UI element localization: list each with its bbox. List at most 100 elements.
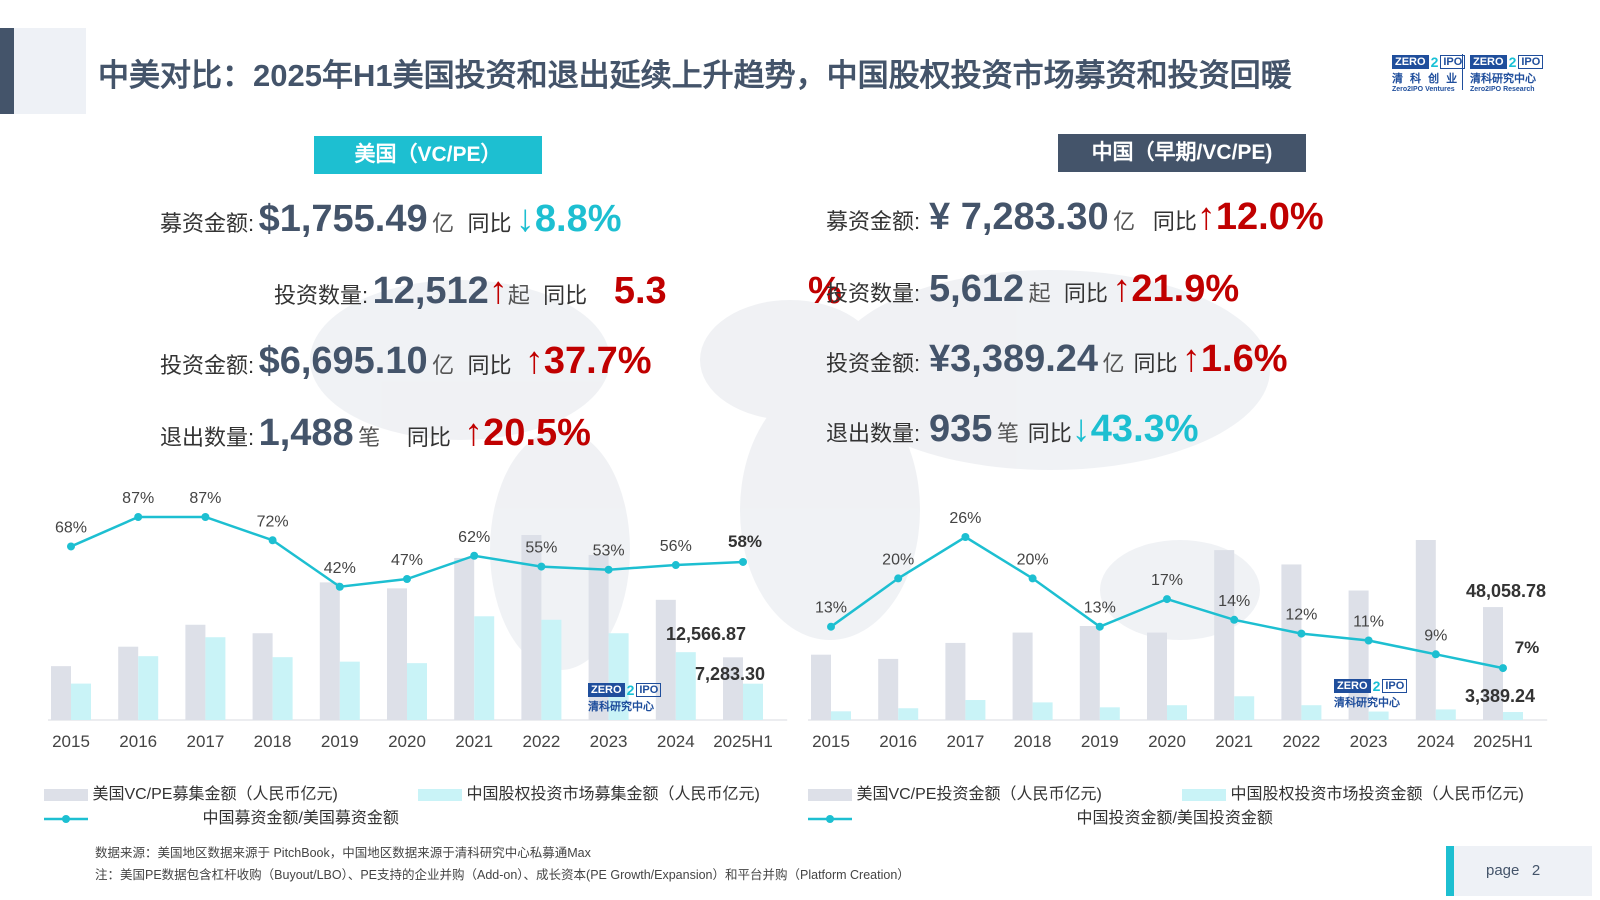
legend-right-line: 中国投资金额/美国投资金额 <box>808 804 1273 828</box>
x-tick-label: 2021 <box>1215 732 1253 751</box>
legend-line-icon <box>44 814 88 823</box>
bar-cn <box>743 683 763 720</box>
bar-us <box>118 646 139 720</box>
bar-cn <box>1234 696 1255 720</box>
x-tick-label: 2015 <box>52 732 90 751</box>
bar-cn <box>1301 705 1322 720</box>
bar-cn <box>1368 711 1389 720</box>
us-investment-amount-value: $6,695.10 <box>258 340 428 382</box>
up-arrow-icon: ↑ <box>1196 196 1216 238</box>
cn-fundraising-row: 募资金额: ¥ 7,283.30 亿 同比↑12.0% <box>826 196 1324 238</box>
bar-us <box>1415 540 1436 720</box>
down-arrow-icon: ↓ <box>515 198 535 240</box>
bar-us <box>252 633 273 720</box>
us-deal-count-value: 12,512 <box>372 270 489 312</box>
bar-us <box>185 624 206 720</box>
chart-watermark-logo: ZERO 2 IPO 清科研究中心 <box>1334 678 1408 710</box>
zero2ipo-research-logo: ZERO 2 IPO 清科研究中心 Zero2IPO Research <box>1470 54 1544 93</box>
zero2ipo-ventures-logo: ZERO 2 IPO 清 科 创 业 Zero2IPO Ventures <box>1392 54 1466 93</box>
us-exit-count-value: 1,488 <box>258 412 354 454</box>
bar-cn <box>71 683 91 720</box>
data-label-us: 12,566.87 <box>666 624 746 644</box>
ratio-point <box>134 513 143 521</box>
methodology-note: 注：美国PE数据包含杠杆收购（Buyout/LBO）、PE支持的企业并购（Add… <box>95 868 910 882</box>
ratio-label: 55% <box>525 540 557 557</box>
bar-us <box>811 654 831 720</box>
up-arrow-icon: ↑ <box>464 412 484 454</box>
legend-left-gray: 美国VC/PE募集金额（人民币亿元) <box>44 780 338 804</box>
x-tick-label: 2015 <box>812 732 850 751</box>
legend-line-icon <box>808 814 852 823</box>
x-tick-label: 2020 <box>388 732 426 751</box>
up-arrow-icon: ↑ <box>488 270 508 312</box>
legend-swatch-cyan <box>1182 788 1226 801</box>
ratio-point <box>1431 650 1440 659</box>
x-tick-label: 2022 <box>522 732 560 751</box>
ratio-label: 14% <box>1218 593 1250 610</box>
x-tick-label: 2025H1 <box>1473 732 1533 751</box>
bar-cn <box>1032 702 1053 720</box>
chart-watermark-logo: ZERO 2 IPO 清科研究中心 <box>588 682 662 714</box>
x-tick-label: 2021 <box>455 732 493 751</box>
x-tick-label: 2019 <box>321 732 359 751</box>
us-region-tag: 美国（VC/PE） <box>314 136 542 174</box>
data-label-cn: 7,283.30 <box>695 664 765 684</box>
x-tick-label: 2020 <box>1148 732 1186 751</box>
title-accent-bar <box>0 28 14 114</box>
bar-cn <box>898 708 919 720</box>
us-fundraising-row: 募资金额: $1,755.49 亿 同比 ↓8.8% <box>160 198 622 240</box>
up-arrow-icon: ↑ <box>524 340 544 382</box>
us-fundraising-value: $1,755.49 <box>258 198 428 240</box>
cn-investment-amount-value: ¥3,389.24 <box>929 338 1099 380</box>
bar-cn <box>831 711 851 720</box>
bar-us <box>945 642 966 720</box>
ratio-point <box>201 513 210 521</box>
legend-left-cyan: 中国股权投资市场募集金额（人民币亿元) <box>418 780 760 804</box>
ratio-label: 56% <box>660 538 692 555</box>
ratio-point <box>1163 595 1171 604</box>
ratio-label: 72% <box>257 513 289 530</box>
bar-us <box>319 582 340 720</box>
ratio-point <box>403 575 411 583</box>
ratio-label: 20% <box>1017 551 1049 568</box>
down-arrow-icon: ↓ <box>1071 408 1091 450</box>
us-deal-count-yoy-percent-sign: % <box>808 270 842 312</box>
ratio-label: 20% <box>882 551 914 568</box>
ratio-point <box>1499 664 1507 673</box>
page-number: page 2 <box>1486 862 1541 879</box>
us-exit-count-row: 退出数量: 1,488 笔 同比 ↑20.5% <box>160 412 591 454</box>
us-exit-count-yoy: 20.5% <box>483 412 591 454</box>
bar-cn <box>138 656 159 720</box>
bar-us <box>521 535 542 720</box>
bar-cn <box>272 657 293 720</box>
bar-us <box>1483 607 1503 720</box>
ratio-label: 68% <box>55 519 87 536</box>
x-tick-label: 2019 <box>1081 732 1119 751</box>
ratio-label: 12% <box>1285 607 1317 624</box>
page-number-accent <box>1446 846 1454 896</box>
legend-left-line: 中国募资金额/美国募资金额 <box>44 804 399 828</box>
x-tick-label: 2023 <box>590 732 628 751</box>
bar-cn <box>1167 705 1187 720</box>
bar-cn <box>1099 707 1120 720</box>
bar-cn <box>339 661 360 720</box>
ratio-point <box>268 536 277 545</box>
ratio-label: 53% <box>593 543 625 560</box>
legend-swatch-gray <box>808 788 852 801</box>
bar-cn <box>608 633 629 720</box>
title-accent-box <box>14 28 86 114</box>
china-region-tag: 中国（早期/VC/PE) <box>1058 134 1306 172</box>
ratio-label: 42% <box>324 560 356 577</box>
cn-deal-count-value: 5,612 <box>929 268 1025 310</box>
cn-deal-count-yoy: 21.9% <box>1131 268 1240 310</box>
bar-cn <box>675 652 696 720</box>
cn-exit-count-value: 935 <box>929 408 993 450</box>
ratio-point <box>1364 636 1373 645</box>
ratio-point <box>470 551 479 560</box>
us-deal-count-yoy: 5.3 <box>613 270 667 312</box>
x-tick-label: 2025H1 <box>713 732 773 751</box>
ratio-point <box>961 533 970 541</box>
bar-cn <box>965 700 986 720</box>
ratio-point <box>67 542 75 551</box>
us-fundraising-label: 募资金额: <box>160 211 255 236</box>
